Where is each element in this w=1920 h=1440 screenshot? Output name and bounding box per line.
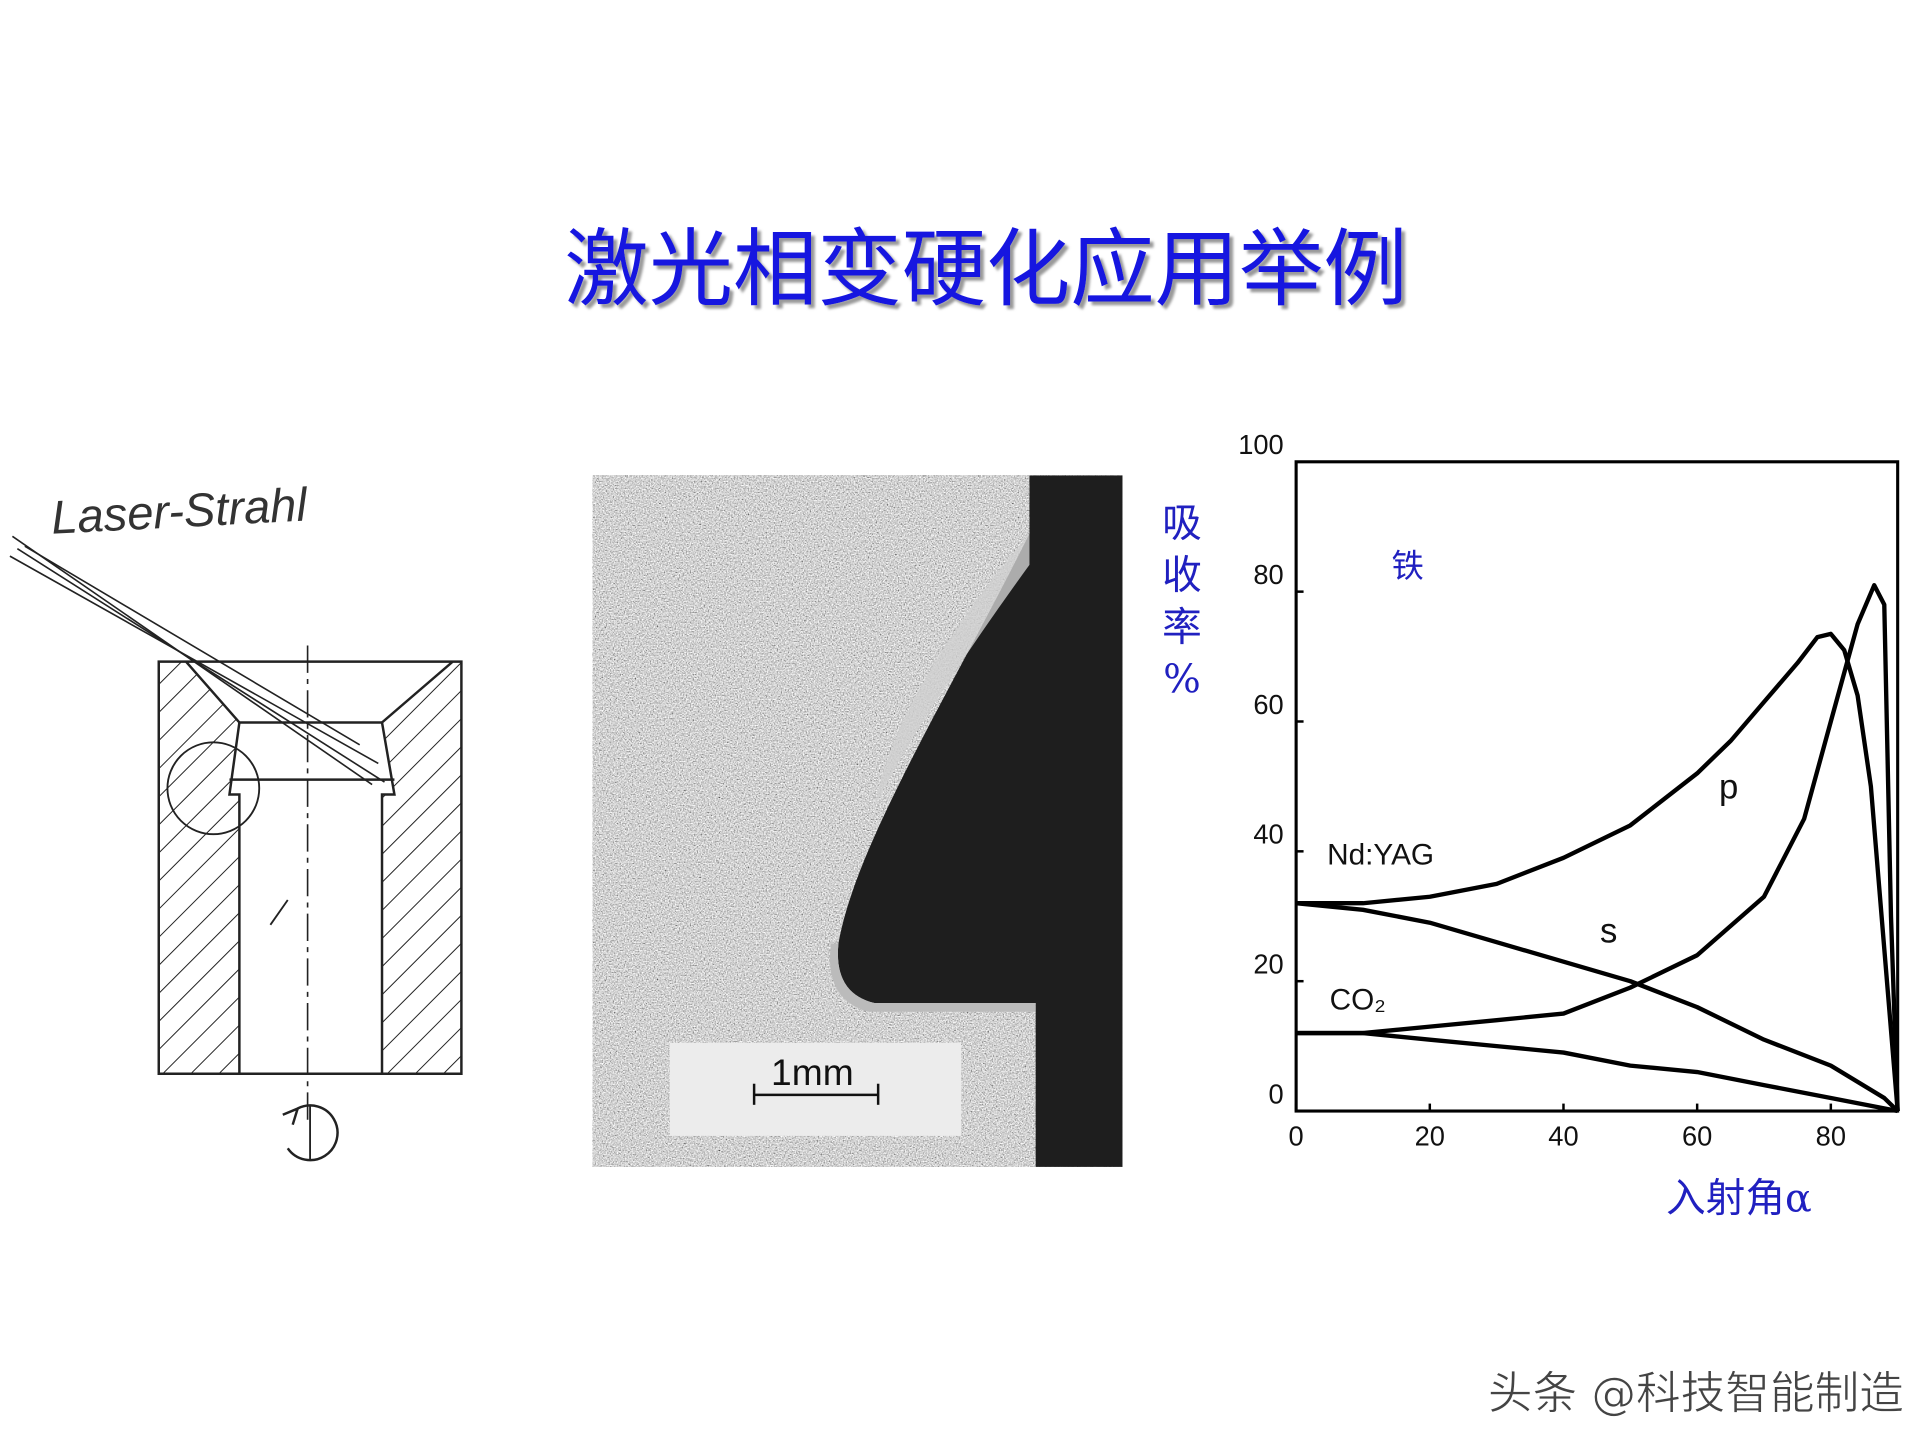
curve bbox=[1295, 901, 1900, 1113]
scale-label: 1mm bbox=[771, 1051, 854, 1093]
watermark: 头条 @科技智能制造 bbox=[1488, 1368, 1904, 1420]
y-tick-label: 60 bbox=[1253, 689, 1283, 720]
slide-title: 激光相变硬化应用举例 bbox=[564, 221, 1407, 319]
curve bbox=[1296, 583, 1900, 1112]
y-axis-label: 吸收率% bbox=[1162, 500, 1202, 702]
y-tick-label: 100 bbox=[1238, 429, 1284, 460]
x-axis-label: 入射角α bbox=[1666, 1176, 1812, 1222]
chart-annotation: CO₂ bbox=[1330, 984, 1386, 1017]
chart-annotation: s bbox=[1600, 913, 1617, 951]
x-tick-label: 0 bbox=[1289, 1121, 1304, 1152]
y-tick-label: 0 bbox=[1269, 1078, 1284, 1109]
x-tick-label: 80 bbox=[1816, 1121, 1846, 1152]
x-tick-label: 20 bbox=[1415, 1121, 1445, 1152]
plot-frame bbox=[1294, 460, 1900, 1113]
micrograph bbox=[592, 475, 1123, 1167]
y-tick-label: 80 bbox=[1253, 559, 1283, 590]
x-tick-label: 40 bbox=[1548, 1121, 1578, 1152]
drawing bbox=[9, 535, 463, 1162]
curve bbox=[1296, 631, 1900, 1112]
x-tick-label: 60 bbox=[1682, 1121, 1712, 1152]
curve bbox=[1296, 1030, 1899, 1114]
y-tick-label: 40 bbox=[1253, 819, 1283, 850]
chart-annotation: Nd:YAG bbox=[1327, 838, 1434, 871]
chart: 0 20 40 60 80 100 0 20 40 60 80 铁 Nd:YAG CO₂ p s 吸收率% 入射角… bbox=[1162, 429, 1900, 1222]
y-tick-label: 20 bbox=[1253, 948, 1283, 979]
drawing-label: Laser-Strahl bbox=[50, 477, 310, 543]
chart-annotation: p bbox=[1719, 769, 1738, 807]
chart-annotation: 铁 bbox=[1392, 547, 1424, 585]
